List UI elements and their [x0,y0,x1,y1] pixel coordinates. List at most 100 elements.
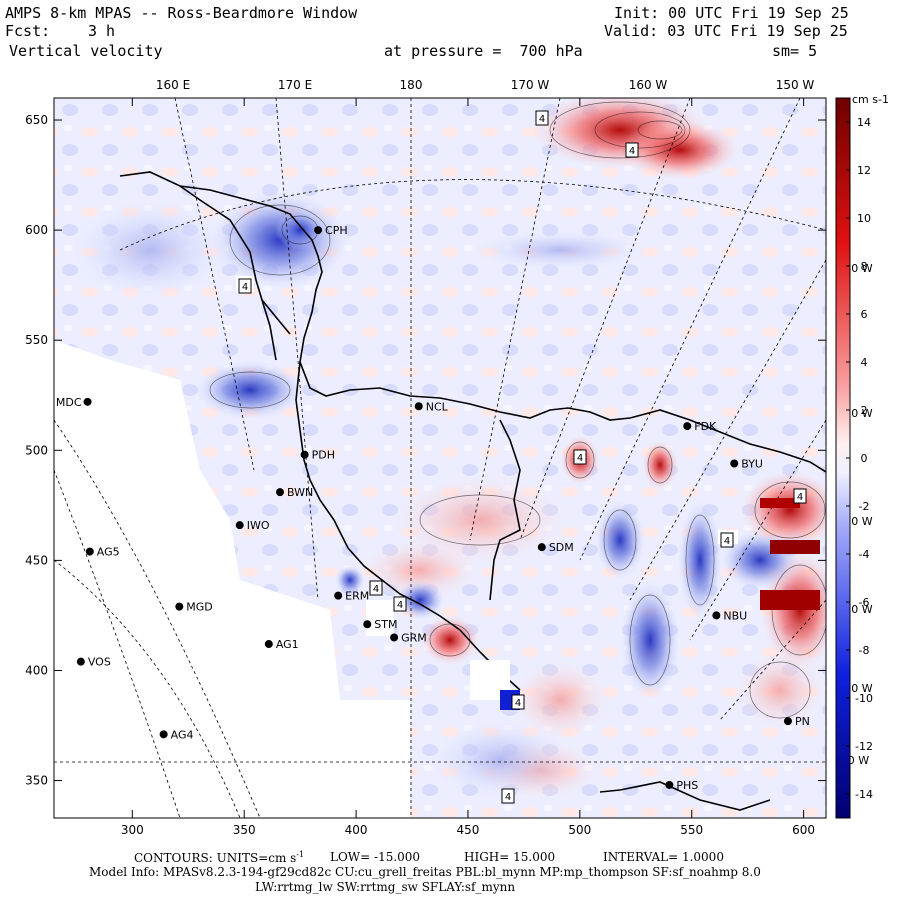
colorbar-tick-label: -14 [855,788,873,801]
station-dot [276,488,285,497]
extremum-box [720,532,734,548]
valid-time: Valid: 03 UTC Fri 19 Sep 25 [604,22,848,40]
station-label: CPH [325,224,348,237]
contours-units: CONTOURS: UNITS=cm s-1 [134,850,305,865]
updraft-area [420,615,480,665]
station-label: AG4 [171,728,194,741]
longitude-label: 170 W [511,78,550,92]
x-tick-label: 550 [680,823,703,837]
colorbar-tick-label: 6 [861,308,868,321]
init-time: Init: 00 UTC Fri 19 Sep 25 [614,4,849,22]
station-dot [712,611,721,620]
station-label: FDK [694,420,717,433]
x-tick-label: 400 [345,823,368,837]
extremum-label: 4 [539,114,545,125]
station-label: PN [795,715,810,728]
longitude-label: 160 W [629,78,668,92]
pressure-level: at pressure = 700 hPa [384,42,583,60]
x-tick-label: 600 [792,823,815,837]
x-tick-label: 500 [568,823,591,837]
downdraft-area [335,565,365,595]
colorbar-tick-label: -4 [859,548,870,561]
updraft-area [620,120,740,180]
extremum-label: 4 [515,698,521,709]
colorbar-tick-label: 14 [857,116,871,129]
extremum-label: 4 [724,536,730,547]
station-dot [300,450,309,459]
downdraft-area [595,500,645,580]
field-layer [54,98,826,818]
downdraft-area [678,500,722,620]
y-tick-label: 400 [25,663,48,677]
station-dot [665,780,674,789]
colorbar-tick-label: -6 [859,596,870,609]
station-dot [683,422,692,431]
y-tick-label: 600 [25,223,48,237]
station-label: BYU [741,458,763,471]
station-dot [85,547,94,556]
coastline [119,171,826,811]
station-label: ERM [345,590,369,603]
x-tick-label: 350 [233,823,256,837]
extremum-box [625,142,639,158]
station-dot [390,633,399,642]
downdraft-area [395,580,445,620]
station-label: MGD [186,601,213,614]
longitude-label: 160 E [156,78,190,92]
extremum-box [238,278,252,294]
colorbar-tick-label: 0 [861,452,868,465]
colorbar-tick-label: -12 [855,740,873,753]
station-dot [783,717,792,726]
longitude-label: 150 W [776,78,815,92]
station-label: AG1 [276,638,299,651]
longitude-label: 170 E [278,78,312,92]
extremum-box [501,788,515,804]
y-tick-label: 450 [25,553,48,567]
extremum-box [535,110,549,126]
station-label: VOS [88,656,111,669]
map-title: AMPS 8-km MPAS -- Ross-Beardmore Window [5,4,358,22]
colorbar-tick-label: -8 [859,644,870,657]
model-info: Model Info: MPASv8.2.3-194-gf29cd82c CU:… [89,865,761,879]
station-dot [159,730,168,739]
station-dot [363,620,372,629]
station-dot [76,657,85,666]
updraft-area [510,660,610,740]
station-label: AG5 [97,546,120,559]
extremum-box [393,596,407,612]
station-label: IWO [247,519,270,532]
y-tick-label: 650 [25,113,48,127]
colorbar-units: cm s-1 [852,93,889,106]
updraft-area [642,440,678,490]
station-dot [83,397,92,406]
station-label: GRM [401,631,427,644]
y-tick-label: 500 [25,443,48,457]
physics-info: LW:rrtmg_lw SW:rrtmg_sw SFLAY:sf_mynn [255,880,516,894]
extremum-box [573,449,587,465]
forecast-label: Fcst: [5,22,51,40]
plot-frame [53,97,827,819]
station-label: NBU [723,609,747,622]
station-label: SDM [549,541,574,554]
colorbar-ticks: 14 12 10 8 6 4 2 0 -2 -4 -6 -8 -10 -12 -14 [846,116,873,801]
station-dot [537,543,546,552]
extremum-label: 4 [629,146,635,157]
extremum-label: 4 [797,492,803,503]
station-label: BWN [287,486,313,499]
contour-low: LOW= -15.000 [330,850,421,864]
colorbar-tick-label: -10 [855,692,873,705]
downdraft-area [70,200,230,300]
station-label: PHS [676,779,698,792]
station-dot [334,591,343,600]
colorbar-tick-label: 4 [861,356,868,369]
colorbar-tick-label: 12 [857,164,871,177]
contour-interval: INTERVAL= 1.0000 [603,850,724,864]
smoothing: sm= 5 [772,42,818,60]
updraft-area [360,540,480,600]
downdraft-area [195,360,305,420]
extremum-box [369,580,383,596]
extremum-box [793,488,807,504]
y-tick-label: 350 [25,774,48,788]
station-label: STM [374,618,397,631]
